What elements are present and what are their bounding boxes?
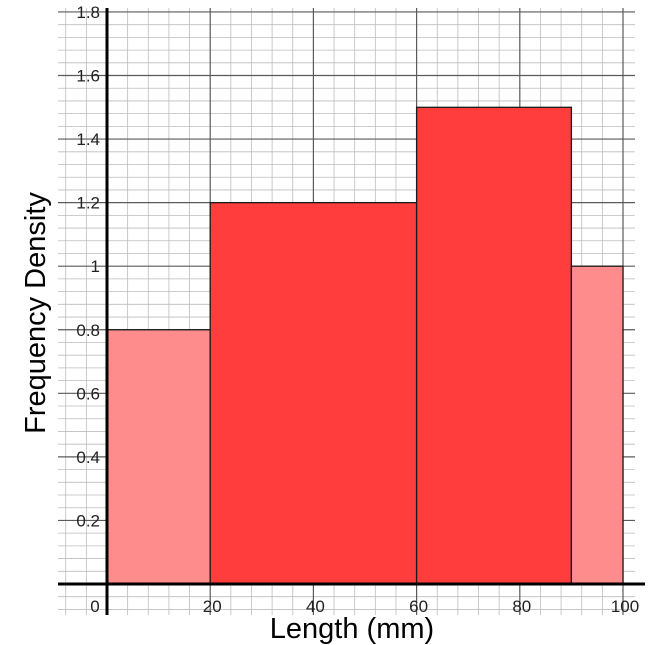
histogram-bar-20-60 [209,201,418,585]
x-axis-label: Length (mm) [270,613,434,645]
y-tick-label: 1.2 [76,194,100,213]
y-axis-label: Frequency Density [20,192,52,434]
y-tick-label: 1.8 [76,3,100,22]
histogram-bar-0-20 [106,329,211,585]
axes [58,8,645,615]
x-tick-label: 40 [306,597,325,616]
x-tick-label: 20 [203,597,222,616]
histogram-bar-60-90 [415,106,573,585]
histogram-bar-90-100 [570,265,624,585]
y-tick-label: 1.4 [76,130,100,149]
x-tick-label: 80 [512,597,531,616]
x-tick-label: 100 [611,597,639,616]
y-tick-label: 0.2 [76,511,100,530]
y-tick-label: 1 [91,257,100,276]
y-tick-label: 0.6 [76,384,100,403]
y-tick-label: 0.8 [76,321,100,340]
x-tick-label: 0 [90,597,99,616]
histogram-bars [106,106,624,585]
y-tick-label: 0.4 [76,448,100,467]
y-tick-label: 1.6 [76,67,100,86]
tick-labels: 0 20 40 60 80 100 0.2 0.4 0.6 0.8 1 1.2 1.4 1.6 1.8 [76,3,639,616]
x-tick-label: 60 [409,597,428,616]
